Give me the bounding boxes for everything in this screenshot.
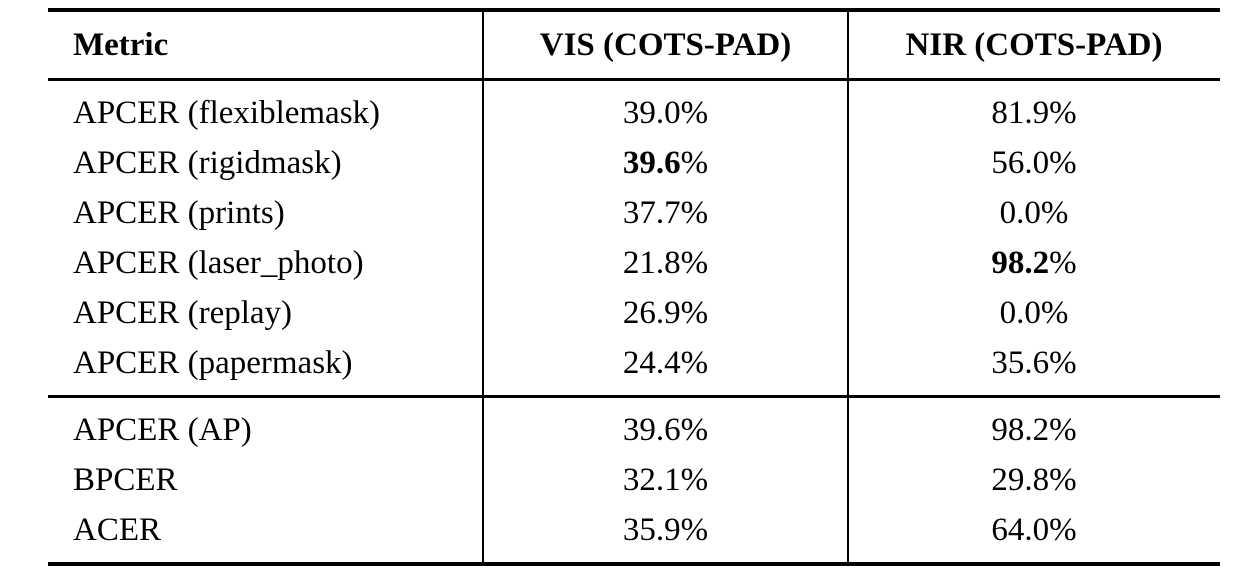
nir-value-cell: 64.0%: [848, 505, 1220, 555]
percent-sign: %: [680, 245, 709, 281]
metric-cell: BPCER: [73, 462, 178, 498]
percent-sign: %: [680, 95, 709, 131]
nir-value-cell: 98.2%: [848, 405, 1220, 455]
table-body-summary: APCER (AP) 39.6% 98.2% BPCER 32.1% 29.8% ACER 3…: [48, 398, 1220, 562]
table-header-row: Metric VIS (COTS-PAD) NIR (COTS-PAD): [48, 12, 1220, 78]
vis-value-cell: 39.0%: [483, 88, 848, 138]
percent-sign: %: [1040, 295, 1069, 331]
percent-sign: %: [680, 412, 709, 448]
vis-value-cell: 39.6%: [483, 405, 848, 455]
table-row: APCER (prints) 37.7% 0.0%: [48, 188, 1220, 238]
percent-sign: %: [680, 512, 709, 548]
bottom-rule: [48, 562, 1220, 566]
column-header-nir-cots-pad: NIR (COTS-PAD): [905, 27, 1163, 63]
vis-value-cell: 21.8%: [483, 238, 848, 288]
value-number: 0.0: [999, 195, 1041, 231]
percent-sign: %: [1049, 512, 1077, 548]
nir-value-cell: 81.9%: [848, 88, 1220, 138]
vis-value-cell: 32.1%: [483, 455, 848, 505]
mid-rule: [48, 395, 1220, 398]
value-number: 0.0: [999, 295, 1041, 331]
value-number: 37.7: [622, 195, 681, 231]
vis-value-cell: 26.9%: [483, 288, 848, 338]
table-body-apcer-breakdown: APCER (flexiblemask) 39.0% 81.9% APCER (rig…: [48, 81, 1220, 395]
percent-sign: %: [1040, 195, 1069, 231]
nir-value-cell: 98.2%: [848, 238, 1220, 288]
column-header-metric: Metric: [73, 27, 169, 63]
table-row: APCER (rigidmask) 39.6% 56.0%: [48, 138, 1220, 188]
percent-sign: %: [680, 195, 709, 231]
value-number: 81.9: [991, 95, 1050, 131]
column-separator-1: [482, 12, 484, 562]
nir-value-cell: 56.0%: [848, 138, 1220, 188]
table-row: BPCER 32.1% 29.8%: [48, 455, 1220, 505]
value-number: 35.6: [991, 345, 1050, 381]
value-number: 98.2: [991, 412, 1050, 448]
value-number: 39.0: [622, 95, 681, 131]
value-number: 98.2: [991, 245, 1050, 281]
table-row: APCER (laser_photo) 21.8% 98.2%: [48, 238, 1220, 288]
metric-cell: APCER (prints): [73, 195, 285, 231]
value-number: 24.4: [622, 345, 681, 381]
value-number: 26.9: [622, 295, 681, 331]
vis-value-cell: 37.7%: [483, 188, 848, 238]
table-row: APCER (flexiblemask) 39.0% 81.9%: [48, 88, 1220, 138]
metrics-table: Metric VIS (COTS-PAD) NIR (COTS-PAD) APC…: [48, 8, 1220, 566]
metric-cell: APCER (flexiblemask): [73, 95, 381, 131]
percent-sign: %: [1049, 345, 1077, 381]
metric-cell: APCER (rigidmask): [73, 145, 342, 181]
table-row: ACER 35.9% 64.0%: [48, 505, 1220, 555]
metric-cell: APCER (replay): [73, 295, 293, 331]
metric-cell: APCER (papermask): [73, 345, 353, 381]
column-header-vis-cots-pad: VIS (COTS-PAD): [539, 27, 792, 63]
metric-cell: APCER (AP): [73, 412, 252, 448]
value-number: 32.1: [622, 462, 681, 498]
percent-sign: %: [680, 295, 709, 331]
table-row: APCER (replay) 26.9% 0.0%: [48, 288, 1220, 338]
value-number: 39.6: [622, 145, 681, 181]
vis-value-cell: 35.9%: [483, 505, 848, 555]
value-number: 39.6: [622, 412, 681, 448]
percent-sign: %: [680, 145, 709, 181]
value-number: 56.0: [991, 145, 1050, 181]
metric-cell: ACER: [73, 512, 162, 548]
nir-value-cell: 0.0%: [848, 288, 1220, 338]
table-row: APCER (AP) 39.6% 98.2%: [48, 405, 1220, 455]
percent-sign: %: [1049, 145, 1077, 181]
top-rule: [48, 8, 1220, 12]
value-number: 35.9: [622, 512, 681, 548]
value-number: 64.0: [991, 512, 1050, 548]
vis-value-cell: 39.6%: [483, 138, 848, 188]
percent-sign: %: [1049, 245, 1077, 281]
percent-sign: %: [1049, 412, 1077, 448]
value-number: 21.8: [622, 245, 681, 281]
value-number: 29.8: [991, 462, 1050, 498]
percent-sign: %: [680, 462, 709, 498]
nir-value-cell: 29.8%: [848, 455, 1220, 505]
table-row: APCER (papermask) 24.4% 35.6%: [48, 338, 1220, 388]
header-rule: [48, 78, 1220, 81]
vis-value-cell: 24.4%: [483, 338, 848, 388]
percent-sign: %: [1049, 462, 1077, 498]
metric-cell: APCER (laser_photo): [73, 245, 364, 281]
nir-value-cell: 35.6%: [848, 338, 1220, 388]
percent-sign: %: [680, 345, 709, 381]
percent-sign: %: [1049, 95, 1077, 131]
nir-value-cell: 0.0%: [848, 188, 1220, 238]
column-separator-2: [847, 12, 849, 562]
